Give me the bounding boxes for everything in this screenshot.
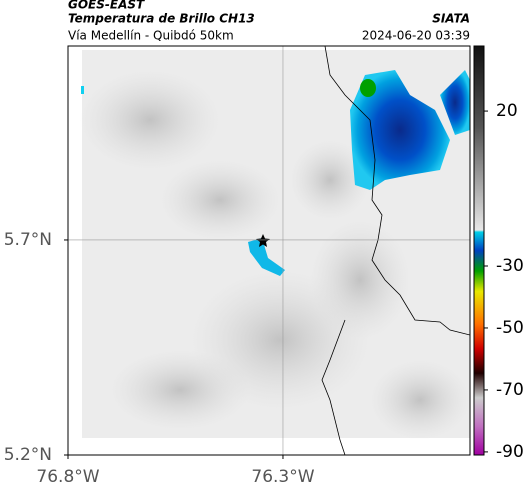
colorbar-tick-label: -90: [496, 442, 524, 462]
plot-frame: [67, 45, 471, 456]
region-name: Vía Medellín - Quibdó 50km: [68, 29, 234, 43]
colorbar-tick-label: -30: [496, 256, 524, 276]
y-tick-label: 5.7°N: [4, 230, 52, 250]
product-name: GOES-EAST: [68, 0, 145, 12]
colorbar-tick-label: -50: [496, 318, 524, 338]
location-marker: [256, 234, 270, 247]
x-tick-label: 76.3°W: [251, 467, 314, 487]
y-tick-label: 5.2°N: [4, 445, 52, 465]
timestamp: 2024-06-20 03:39: [362, 29, 470, 43]
satellite-image: [68, 46, 470, 455]
colorbar-tick-label: 20: [496, 101, 518, 121]
x-tick-label: 76.8°W: [36, 467, 99, 487]
source-name: SIATA: [432, 12, 470, 26]
colorbar: [473, 45, 485, 456]
colorbar-tick-label: -70: [496, 380, 524, 400]
variable-name: Temperatura de Brillo CH13: [68, 12, 255, 26]
header: GOES-EAST Temperatura de Brillo CH13 Vía…: [68, 0, 470, 43]
